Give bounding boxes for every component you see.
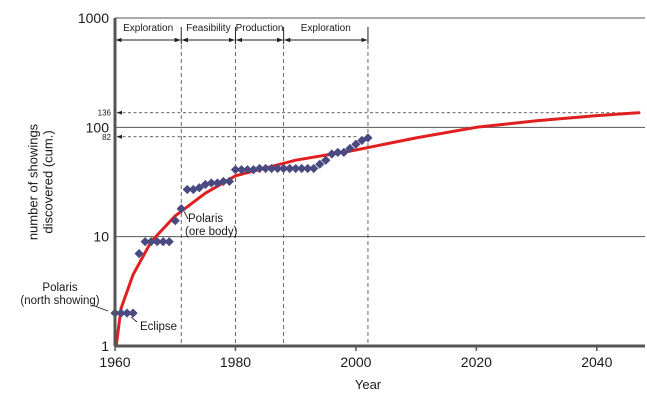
y-axis-title-line-2: discovered (cum.) <box>40 130 55 233</box>
data-point-1999 <box>345 143 355 154</box>
annotation-polaris-north-leader <box>91 304 109 312</box>
data-point-1978 <box>218 176 229 187</box>
phase-label-1: Feasibility <box>186 23 230 34</box>
y-axis-title-line-1: number of showings <box>25 123 40 240</box>
x-tick-label-1960: 1960 <box>99 354 130 370</box>
annotation-polaris-north-line-2: (north showing) <box>20 295 99 307</box>
data-point-1992 <box>303 163 313 174</box>
x-axis-title: Year <box>355 377 382 392</box>
annotation-polaris-ore-line-1: Polaris <box>188 213 223 225</box>
x-tick-label-2040: 2040 <box>581 354 612 370</box>
data-point-1967 <box>152 237 162 247</box>
axis-layer: 1 10 100 1000 1960 1980 2000 2020 2040 Year number… <box>25 10 645 392</box>
data-point-1985 <box>260 163 271 174</box>
x-tick-label-2020: 2020 <box>461 354 492 370</box>
data-point-1963 <box>128 308 138 318</box>
x-tick-label-1980: 1980 <box>220 354 251 370</box>
data-point-2000 <box>351 139 361 149</box>
data-point-1986 <box>266 163 277 174</box>
reference-layer: 136 82 <box>98 109 633 142</box>
data-point-1990 <box>291 163 301 174</box>
data-point-1966 <box>146 237 156 247</box>
data-point-1972 <box>182 184 192 195</box>
data-point-2002 <box>363 133 373 143</box>
y-tick-label-100: 100 <box>86 119 110 135</box>
phase-label-0: Exploration <box>123 23 173 34</box>
x-tick-label-2000: 2000 <box>340 354 371 370</box>
data-point-1974 <box>194 183 204 193</box>
y-axis-title: number of showingsdiscovered (cum.) <box>25 123 55 240</box>
data-point-1995 <box>321 155 331 165</box>
data-point-1962 <box>122 308 132 318</box>
y-tick-label-1: 1 <box>101 338 109 354</box>
phase-label-2: Production <box>236 23 284 34</box>
data-point-1989 <box>285 163 295 174</box>
annotation-layer: Polaris(north showing)EclipsePolaris(ore… <box>20 211 238 333</box>
data-point-1998 <box>339 147 349 157</box>
data-point-1971 <box>176 204 186 214</box>
y-tick-label-10: 10 <box>93 229 109 245</box>
annotation-polaris-ore-leader <box>183 211 189 220</box>
data-point-1961 <box>116 308 126 318</box>
y-tick-label-1000: 1000 <box>78 10 109 26</box>
data-point-1976 <box>206 178 216 188</box>
annotation-polaris-north-line-1: Polaris <box>42 282 77 294</box>
data-point-1964 <box>134 249 144 259</box>
phase-label-3: Exploration <box>301 23 351 34</box>
phase-layer: Exploration Feasibility Production Explorat… <box>114 23 369 346</box>
data-point-1979 <box>224 176 235 187</box>
data-point-1988 <box>279 163 289 174</box>
points-layer <box>110 133 373 318</box>
data-point-1980 <box>230 165 241 175</box>
annotation-eclipse-leader <box>130 316 138 323</box>
data-point-1997 <box>333 147 343 157</box>
data-point-1991 <box>297 163 307 174</box>
annotation-eclipse-label: Eclipse <box>140 321 177 333</box>
data-point-1983 <box>248 165 259 175</box>
grid-layer <box>115 17 645 347</box>
data-point-1993 <box>309 163 319 174</box>
data-point-1965 <box>140 237 150 247</box>
data-point-1987 <box>273 163 283 174</box>
data-point-1968 <box>158 237 168 247</box>
data-point-1994 <box>315 159 325 169</box>
data-point-1970 <box>170 216 180 226</box>
data-point-1981 <box>236 165 247 175</box>
reference-label-1: 82 <box>102 133 111 142</box>
annotation-polaris-ore-line-2: (ore body) <box>185 226 238 238</box>
data-point-1984 <box>254 163 265 174</box>
data-point-1969 <box>164 237 174 247</box>
reference-label-0: 136 <box>98 109 112 118</box>
data-point-1982 <box>242 165 253 175</box>
